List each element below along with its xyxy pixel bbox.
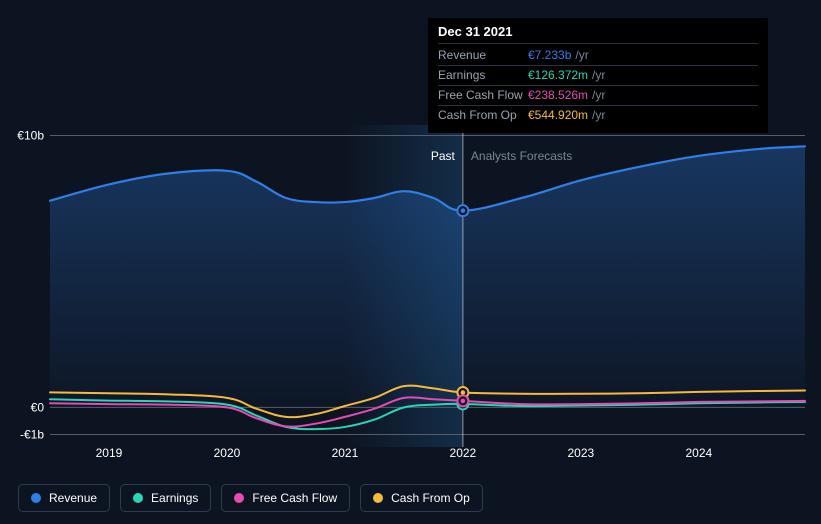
tooltip-value: €7.233b	[528, 48, 571, 62]
earnings-dot-icon	[133, 493, 143, 503]
financial-chart: { "layout": { "width": 821, "height": 52…	[0, 0, 821, 524]
tooltip-unit: /yr	[575, 48, 588, 62]
legend-item-revenue[interactable]: Revenue	[18, 484, 110, 512]
tooltip-metric: Earnings	[438, 68, 528, 82]
revenue-dot-icon	[31, 493, 41, 503]
svg-text:€0: €0	[31, 400, 45, 414]
tooltip-date: Dec 31 2021	[438, 24, 758, 44]
tooltip-value: €544.920m	[528, 108, 588, 122]
tooltip-unit: /yr	[592, 108, 605, 122]
legend-label: Cash From Op	[391, 491, 470, 505]
tooltip-unit: /yr	[592, 68, 605, 82]
tooltip-row: Earnings€126.372m/yr	[438, 66, 758, 86]
tooltip-row: Cash From Op€544.920m/yr	[438, 106, 758, 125]
svg-text:2021: 2021	[332, 446, 359, 460]
legend-item-fcf[interactable]: Free Cash Flow	[221, 484, 350, 512]
svg-text:Analysts Forecasts: Analysts Forecasts	[471, 149, 572, 163]
hover-tooltip: Dec 31 2021 Revenue€7.233b/yrEarnings€12…	[428, 18, 768, 133]
tooltip-metric: Free Cash Flow	[438, 88, 528, 102]
tooltip-unit: /yr	[592, 88, 605, 102]
svg-text:2023: 2023	[568, 446, 595, 460]
tooltip-metric: Revenue	[438, 48, 528, 62]
legend-label: Revenue	[49, 491, 97, 505]
fcf-dot-icon	[234, 493, 244, 503]
legend-item-earnings[interactable]: Earnings	[120, 484, 211, 512]
svg-text:2020: 2020	[214, 446, 241, 460]
svg-text:2022: 2022	[450, 446, 477, 460]
legend-label: Free Cash Flow	[252, 491, 337, 505]
tooltip-row: Revenue€7.233b/yr	[438, 46, 758, 66]
svg-text:-€1b: -€1b	[20, 428, 44, 442]
tooltip-metric: Cash From Op	[438, 108, 528, 122]
legend-item-cashop[interactable]: Cash From Op	[360, 484, 483, 512]
tooltip-value: €238.526m	[528, 88, 588, 102]
svg-text:€10b: €10b	[17, 128, 44, 142]
svg-text:2019: 2019	[96, 446, 123, 460]
cashop-dot-icon	[373, 493, 383, 503]
tooltip-row: Free Cash Flow€238.526m/yr	[438, 86, 758, 106]
svg-text:2024: 2024	[685, 446, 712, 460]
legend-label: Earnings	[151, 491, 198, 505]
legend: Revenue Earnings Free Cash Flow Cash From O…	[18, 484, 483, 512]
svg-text:Past: Past	[431, 149, 456, 163]
tooltip-value: €126.372m	[528, 68, 588, 82]
